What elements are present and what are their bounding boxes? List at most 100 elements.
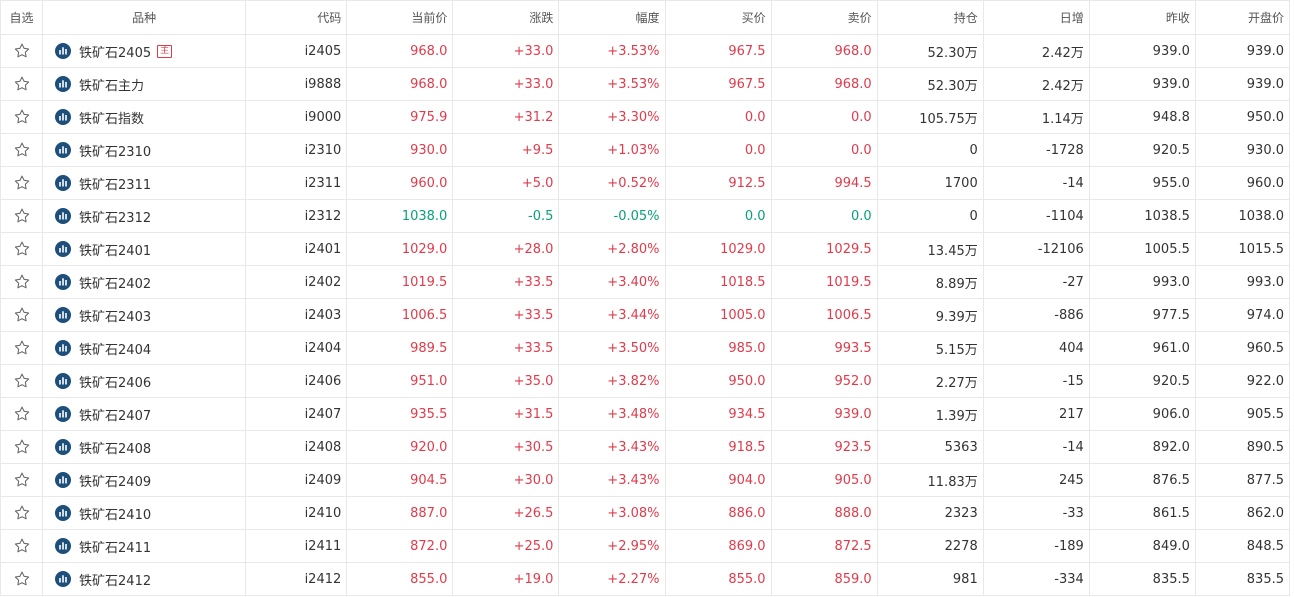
contract-name[interactable]: 铁矿石2405 [79,45,152,61]
price-cell: 968.0 [346,34,454,68]
name-cell: 铁矿石2406 [42,364,247,398]
bar-chart-icon[interactable] [55,142,72,158]
star-outline-icon[interactable] [13,570,31,588]
star-outline-icon[interactable] [13,75,31,93]
table-row[interactable]: 铁矿石2410 i2410 887.0 +26.5 +3.08% 886.0 888.0 23… [0,496,1291,530]
contract-name[interactable]: 铁矿石2412 [79,573,152,589]
header-price[interactable]: 当前价 [346,0,454,35]
bar-chart-icon[interactable] [55,43,72,59]
daily-change-cell: -14 [982,430,1090,464]
change-cell: +33.0 [452,67,560,101]
table-row[interactable]: 铁矿石2406 i2406 951.0 +35.0 +3.82% 950.0 952.0 2.… [0,364,1291,398]
header-open[interactable]: 开盘价 [1194,0,1291,35]
header-daily-change[interactable]: 日增 [982,0,1090,35]
header-name[interactable]: 品种 [42,0,247,35]
star-outline-icon[interactable] [13,471,31,489]
bar-chart-icon[interactable] [55,439,72,455]
contract-name[interactable]: 铁矿石2403 [79,309,152,325]
star-outline-icon[interactable] [13,207,31,225]
table-row[interactable]: 铁矿石指数 i9000 975.9 +31.2 +3.30% 0.0 0.0 105.75万 1… [0,100,1291,134]
contract-name[interactable]: 铁矿石2407 [79,408,152,424]
contract-name[interactable]: 铁矿石主力 [79,78,145,94]
header-ask[interactable]: 卖价 [770,0,878,35]
bar-chart-icon[interactable] [55,208,72,224]
star-outline-icon[interactable] [13,141,31,159]
header-favorite[interactable]: 自选 [0,0,44,35]
star-outline-icon[interactable] [13,108,31,126]
star-outline-icon[interactable] [13,372,31,390]
table-row[interactable]: 铁矿石2312 i2312 1038.0 -0.5 -0.05% 0.0 0.0 0 -1104… [0,199,1291,233]
bar-chart-icon[interactable] [55,571,72,587]
bar-chart-icon[interactable] [55,538,72,554]
table-row[interactable]: 铁矿石2403 i2403 1006.5 +33.5 +3.44% 1005.0 1006.… [0,298,1291,332]
star-outline-icon[interactable] [13,42,31,60]
bid-cell: 904.0 [664,463,772,497]
bar-chart-icon[interactable] [55,472,72,488]
header-bid[interactable]: 买价 [664,0,772,35]
code-cell: i2408 [245,430,348,464]
star-outline-icon[interactable] [13,537,31,555]
star-outline-icon[interactable] [13,306,31,324]
contract-name[interactable]: 铁矿石2411 [79,540,152,556]
bar-chart-icon[interactable] [55,175,72,191]
table-row[interactable]: 铁矿石2412 i2412 855.0 +19.0 +2.27% 855.0 859.0 98… [0,562,1291,596]
bar-chart-icon[interactable] [55,406,72,422]
table-row[interactable]: 铁矿石2408 i2408 920.0 +30.5 +3.43% 918.5 923.5 53… [0,430,1291,464]
table-row[interactable]: 铁矿石主力 i9888 968.0 +33.0 +3.53% 967.5 968.0 52.3… [0,67,1291,101]
table-row[interactable]: 铁矿石2404 i2404 989.5 +33.5 +3.50% 985.0 993.5 5.… [0,331,1291,365]
bar-chart-icon[interactable] [55,241,72,257]
star-outline-icon[interactable] [13,339,31,357]
contract-name[interactable]: 铁矿石2409 [79,474,152,490]
table-row[interactable]: 铁矿石2310 i2310 930.0 +9.5 +1.03% 0.0 0.0 0 -1728 9… [0,133,1291,167]
table-row[interactable]: 铁矿石2402 i2402 1019.5 +33.5 +3.40% 1018.5 1019.… [0,265,1291,299]
contract-name[interactable]: 铁矿石2404 [79,342,152,358]
table-row[interactable]: 铁矿石2405 主 i2405 968.0 +33.0 +3.53% 967.5 968.0 5… [0,34,1291,68]
prev-close-cell: 993.0 [1088,265,1196,299]
star-outline-icon[interactable] [13,504,31,522]
header-prev-close[interactable]: 昨收 [1088,0,1196,35]
table-row[interactable]: 铁矿石2409 i2409 904.5 +30.0 +3.43% 904.0 905.0 11… [0,463,1291,497]
bar-chart-icon[interactable] [55,340,72,356]
change-cell: +31.5 [452,397,560,431]
main-contract-badge: 主 [157,44,173,58]
change-cell: +28.0 [452,232,560,266]
contract-name[interactable]: 铁矿石2402 [79,276,152,292]
contract-name[interactable]: 铁矿石2401 [79,243,152,259]
table-row[interactable]: 铁矿石2407 i2407 935.5 +31.5 +3.48% 934.5 939.0 1.… [0,397,1291,431]
star-outline-icon[interactable] [13,273,31,291]
header-open-interest[interactable]: 持仓 [876,0,984,35]
table-row[interactable]: 铁矿石2311 i2311 960.0 +5.0 +0.52% 912.5 994.5 170… [0,166,1291,200]
contract-name[interactable]: 铁矿石指数 [79,111,145,127]
contract-name[interactable]: 铁矿石2312 [79,210,152,226]
star-outline-icon[interactable] [13,438,31,456]
header-code[interactable]: 代码 [245,0,348,35]
contract-name[interactable]: 铁矿石2310 [79,144,152,160]
table-row[interactable]: 铁矿石2401 i2401 1029.0 +28.0 +2.80% 1029.0 1029.… [0,232,1291,266]
bar-chart-icon[interactable] [55,505,72,521]
bar-chart-icon[interactable] [55,109,72,125]
daily-change-cell: -189 [982,529,1090,563]
contract-name[interactable]: 铁矿石2311 [79,177,152,193]
star-outline-icon[interactable] [13,240,31,258]
percent-cell: +3.43% [558,463,666,497]
open-interest-cell: 0 [876,133,984,167]
header-row: 自选 品种 代码 当前价 涨跌 幅度 买价 卖价 持仓 日增 昨收 开盘价 [0,0,1291,35]
ask-cell: 0.0 [770,100,878,134]
contract-name[interactable]: 铁矿石2408 [79,441,152,457]
code-cell: i2406 [245,364,348,398]
contract-name[interactable]: 铁矿石2406 [79,375,152,391]
bar-chart-icon[interactable] [55,76,72,92]
header-change[interactable]: 涨跌 [452,0,560,35]
table-row[interactable]: 铁矿石2411 i2411 872.0 +25.0 +2.95% 869.0 872.5 22… [0,529,1291,563]
star-outline-icon[interactable] [13,405,31,423]
star-outline-icon[interactable] [13,174,31,192]
bar-chart-icon[interactable] [55,274,72,290]
bid-cell: 1005.0 [664,298,772,332]
bar-chart-icon[interactable] [55,307,72,323]
header-percent[interactable]: 幅度 [558,0,666,35]
daily-change-cell: -1104 [982,199,1090,233]
name-cell: 铁矿石2312 [42,199,247,233]
daily-change-cell: -334 [982,562,1090,596]
bar-chart-icon[interactable] [55,373,72,389]
contract-name[interactable]: 铁矿石2410 [79,507,152,523]
